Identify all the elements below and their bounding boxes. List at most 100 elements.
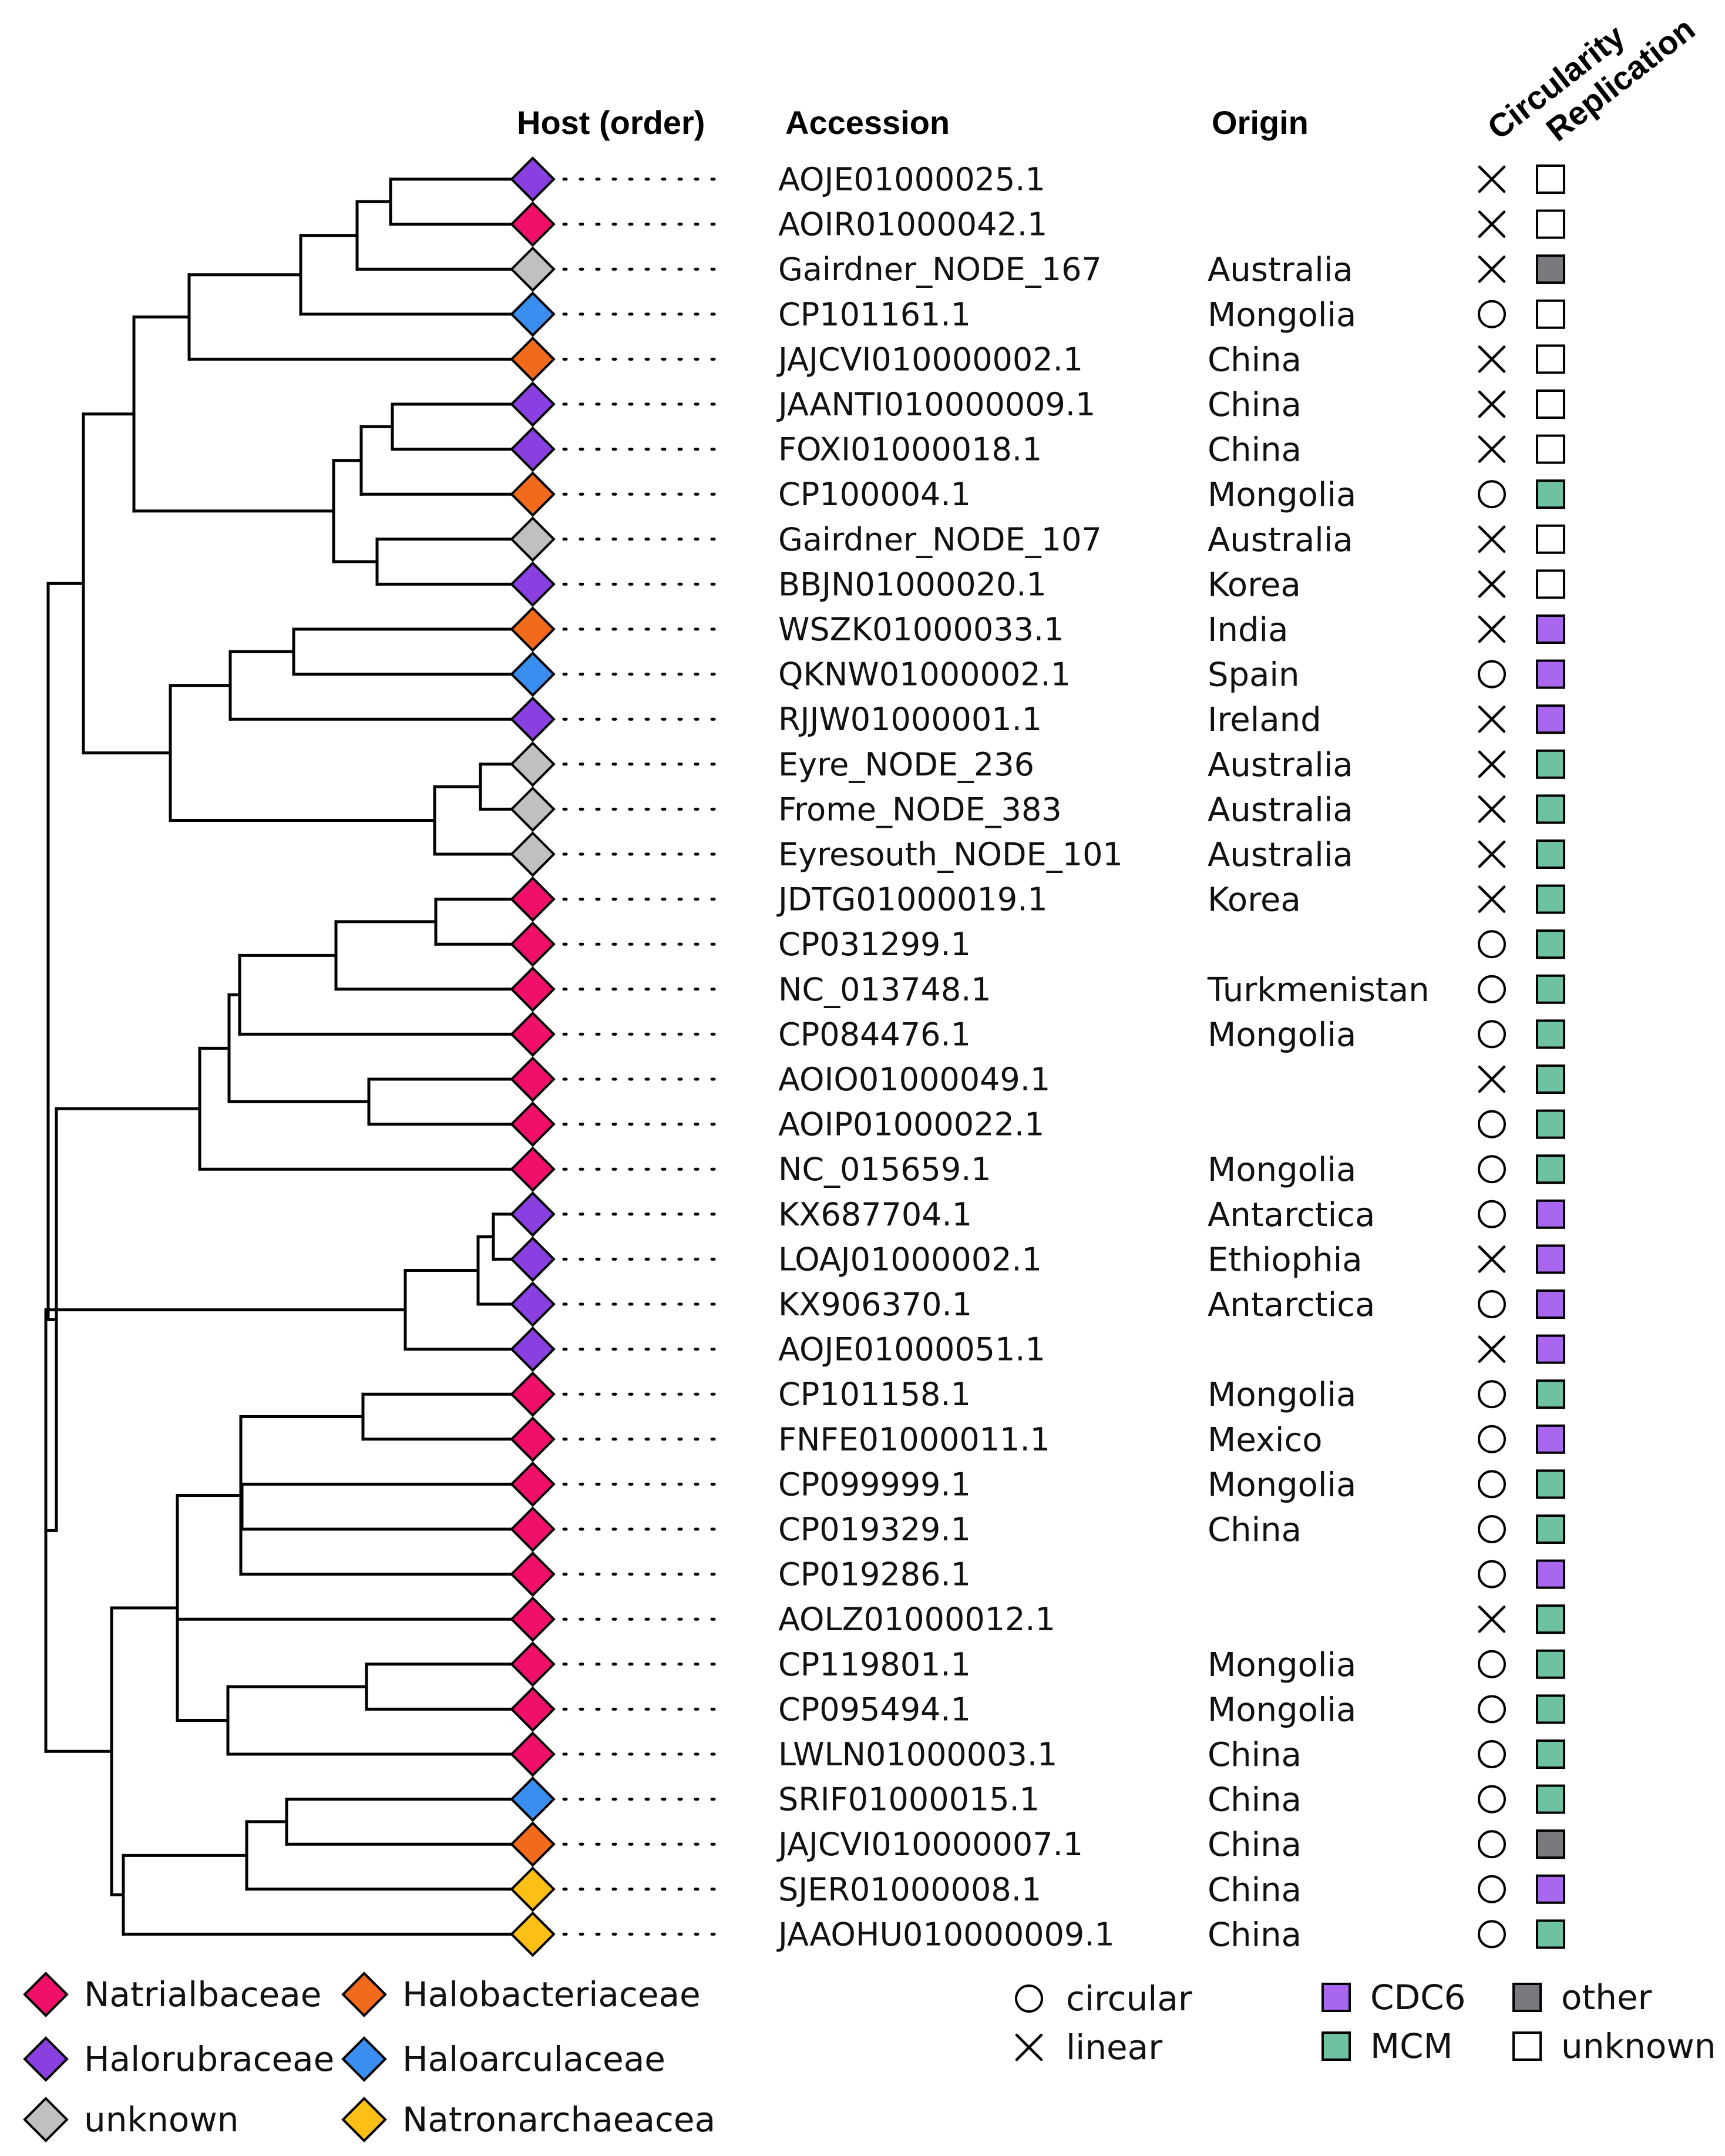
legend-replication-label: unknown bbox=[1561, 2026, 1716, 2066]
circular-icon bbox=[1478, 1020, 1506, 1049]
accession-label: KX906370.1 bbox=[778, 1286, 972, 1323]
accession-label: LWLN01000003.1 bbox=[778, 1736, 1057, 1773]
replication-cdc6-box bbox=[1536, 1289, 1565, 1319]
linear-icon bbox=[1478, 1335, 1506, 1363]
accession-label: CP101158.1 bbox=[778, 1376, 971, 1413]
replication-mcm-box bbox=[1536, 1064, 1565, 1094]
host-diamond bbox=[510, 1416, 556, 1462]
tree-leaf-row: JAJCVI010000002.1 China bbox=[510, 336, 1565, 382]
accession-label: JAAOHU010000009.1 bbox=[776, 1916, 1115, 1953]
accession-label: FOXI01000018.1 bbox=[778, 431, 1042, 468]
accession-label: AOJE01000025.1 bbox=[778, 161, 1045, 198]
replication-mcm-box bbox=[1536, 1739, 1565, 1769]
accession-label: AOLZ01000012.1 bbox=[778, 1601, 1055, 1638]
circular-icon bbox=[1478, 1290, 1506, 1318]
origin-label: Australia bbox=[1208, 521, 1353, 559]
host-diamond bbox=[510, 1281, 556, 1327]
linear-icon bbox=[1478, 705, 1506, 733]
circular-icon bbox=[1478, 1695, 1506, 1724]
replication-mcm-box bbox=[1536, 884, 1565, 914]
origin-label: Australia bbox=[1208, 836, 1353, 874]
legend-host-unknown: unknown bbox=[23, 2097, 239, 2142]
circular-icon bbox=[1478, 1740, 1506, 1768]
host-diamond bbox=[510, 1731, 556, 1777]
tree-leaf-row: FOXI01000018.1 China bbox=[510, 426, 1565, 472]
circular-icon bbox=[1478, 480, 1506, 509]
accession-label: SRIF01000015.1 bbox=[778, 1781, 1040, 1818]
replication-unknown-box bbox=[1536, 209, 1565, 239]
accession-label: CP119801.1 bbox=[778, 1646, 971, 1683]
origin-label: Turkmenistan bbox=[1207, 971, 1430, 1009]
linear-icon bbox=[1478, 255, 1506, 283]
host-diamond bbox=[510, 1371, 556, 1418]
accession-label: Gairdner_NODE_167 bbox=[778, 251, 1102, 288]
origin-label: Mongolia bbox=[1208, 1016, 1356, 1054]
circular-icon bbox=[1478, 1425, 1506, 1453]
tree-leaf-row: NC_013748.1 Turkmenistan bbox=[510, 966, 1565, 1012]
linear-icon bbox=[1478, 1605, 1506, 1633]
tree-leaf-row: Eyresouth_NODE_101 Australia bbox=[510, 831, 1565, 877]
origin-label: Korea bbox=[1208, 566, 1301, 604]
origin-label: China bbox=[1208, 341, 1302, 379]
origin-label: China bbox=[1208, 431, 1302, 469]
phylogenetic-tree bbox=[44, 177, 534, 1936]
circular-icon bbox=[1478, 1830, 1506, 1859]
tree-leaf-row: Gairdner_NODE_107 Australia bbox=[510, 516, 1565, 562]
legend-diamond-icon bbox=[23, 2036, 69, 2082]
legend-diamond-icon bbox=[341, 2097, 387, 2142]
accession-label: JDTG01000019.1 bbox=[776, 881, 1048, 918]
host-diamond bbox=[510, 606, 556, 652]
accession-label: CP095494.1 bbox=[778, 1691, 971, 1728]
replication-other-box bbox=[1536, 254, 1565, 284]
tree-leaf-row: KX687704.1 Antarctica bbox=[510, 1191, 1565, 1237]
circular-icon bbox=[1478, 1920, 1506, 1949]
origin-label: Spain bbox=[1208, 656, 1299, 694]
replication-mcm-box bbox=[1536, 479, 1565, 509]
header-accession: Accession bbox=[785, 104, 950, 141]
replication-cdc6-box bbox=[1536, 1559, 1565, 1589]
replication-mcm-box bbox=[1536, 974, 1565, 1004]
accession-label: JAANTI010000009.1 bbox=[776, 386, 1095, 423]
replication-cdc6-box bbox=[1536, 614, 1565, 644]
host-diamond bbox=[510, 1866, 556, 1912]
host-diamond bbox=[510, 876, 556, 922]
accession-label: JAJCVI010000007.1 bbox=[776, 1826, 1083, 1863]
accession-label: LOAJ01000002.1 bbox=[778, 1241, 1042, 1278]
origin-label: Mexico bbox=[1208, 1421, 1323, 1459]
host-diamond bbox=[510, 1596, 556, 1643]
host-diamond bbox=[510, 1146, 556, 1193]
origin-label: Mongolia bbox=[1208, 1376, 1356, 1414]
replication-mcm-box bbox=[1536, 929, 1565, 959]
replication-mcm-box bbox=[1536, 1514, 1565, 1544]
origin-label: Ethiophia bbox=[1208, 1241, 1363, 1279]
replication-mcm-box bbox=[1536, 1784, 1565, 1814]
legend-host-halobacteriaceae: Halobacteriaceae bbox=[341, 1972, 701, 2017]
circular-icon bbox=[1478, 930, 1506, 959]
tree-leaf-row: KX906370.1 Antarctica bbox=[510, 1281, 1565, 1327]
accession-label: WSZK01000033.1 bbox=[778, 611, 1064, 648]
header-origin: Origin bbox=[1212, 104, 1309, 141]
host-diamond bbox=[510, 1461, 556, 1507]
replication-mcm-box bbox=[1536, 1919, 1565, 1949]
linear-icon bbox=[1478, 885, 1506, 913]
legend-square-icon bbox=[1322, 2031, 1351, 2061]
legend-diamond-icon bbox=[341, 1972, 387, 2017]
host-diamond bbox=[510, 561, 556, 607]
circular-icon bbox=[1478, 1470, 1506, 1499]
tree-leaf-row: JAANTI010000009.1 China bbox=[510, 381, 1565, 427]
host-diamond bbox=[510, 1056, 556, 1102]
host-diamond bbox=[510, 336, 556, 382]
tree-leaf-row: AOJE01000025.1 bbox=[510, 156, 1565, 202]
legend-replication-unknown: unknown bbox=[1512, 2026, 1716, 2066]
replication-unknown-box bbox=[1536, 389, 1565, 419]
origin-label: India bbox=[1208, 611, 1288, 649]
origin-label: Mongolia bbox=[1208, 296, 1356, 334]
accession-label: RJJW01000001.1 bbox=[778, 701, 1042, 738]
replication-cdc6-box bbox=[1536, 1244, 1565, 1274]
tree-leaf-row: CP031299.1 bbox=[510, 921, 1565, 968]
legend-host-label: Haloarculaceae bbox=[402, 2039, 665, 2079]
origin-label: Antarctica bbox=[1208, 1286, 1375, 1324]
tree-leaf-row: LWLN01000003.1 China bbox=[510, 1731, 1565, 1777]
origin-label: Mongolia bbox=[1208, 1151, 1356, 1189]
